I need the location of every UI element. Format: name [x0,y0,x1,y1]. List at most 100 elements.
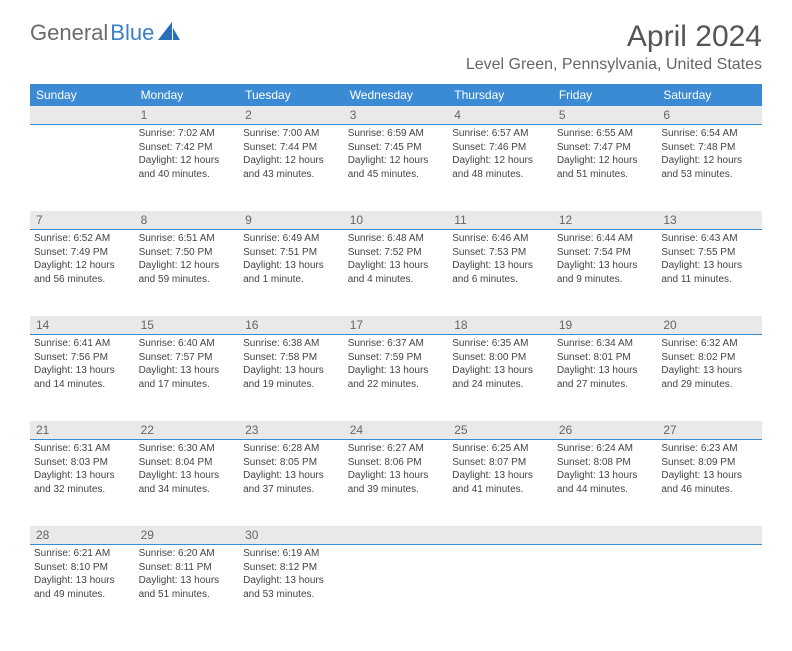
calendar-cell: Sunrise: 6:24 AMSunset: 8:08 PMDaylight:… [553,440,658,526]
sunset-text: Sunset: 8:03 PM [34,456,131,470]
calendar-cell: Sunrise: 6:31 AMSunset: 8:03 PMDaylight:… [30,440,135,526]
sunset-text: Sunset: 8:04 PM [139,456,236,470]
logo: GeneralBlue [30,20,180,46]
day-number: 22 [135,421,240,440]
day-details: Sunrise: 6:20 AMSunset: 8:11 PMDaylight:… [135,545,240,607]
week-content-row: Sunrise: 6:41 AMSunset: 7:56 PM Daylight:… [30,335,762,421]
sunset-text: Sunset: 8:07 PM [452,456,549,470]
sunset-text: Sunset: 7:56 PM [34,351,131,365]
sunset-text: Sunset: 8:12 PM [243,561,340,575]
daylight-text: Daylight: 13 hours and 29 minutes. [661,364,758,391]
day-number-row: 78910111213 [30,211,762,230]
daylight-text: Daylight: 13 hours and 53 minutes. [243,574,340,601]
sunrise-text: Sunrise: 6:41 AM [34,337,131,351]
day-details: Sunrise: 6:19 AMSunset: 8:12 PMDaylight:… [239,545,344,607]
daylight-text: Daylight: 13 hours and 27 minutes. [557,364,654,391]
sunset-text: Sunset: 7:44 PM [243,141,340,155]
calendar-cell: Sunrise: 6:21 AMSunset: 8:10 PMDaylight:… [30,545,135,631]
sunset-text: Sunset: 7:54 PM [557,246,654,260]
sunset-text: Sunset: 8:05 PM [243,456,340,470]
week-content-row: Sunrise: 6:21 AMSunset: 8:10 PMDaylight:… [30,545,762,631]
day-number-row: 14151617181920 [30,316,762,335]
day-details: Sunrise: 6:37 AMSunset: 7:59 PMDaylight:… [344,335,449,397]
day-details: Sunrise: 6:59 AMSunset: 7:45 PMDaylight:… [344,125,449,187]
daylight-text: Daylight: 13 hours and 4 minutes. [348,259,445,286]
day-number: 18 [448,316,553,335]
daylight-text: Daylight: 12 hours and 45 minutes. [348,154,445,181]
daylight-text: Daylight: 13 hours and 49 minutes. [34,574,131,601]
day-details: Sunrise: 6:34 AMSunset: 8:01 PMDaylight:… [553,335,658,397]
calendar-cell [30,125,135,211]
sunrise-text: Sunrise: 6:49 AM [243,232,340,246]
weekday-header: Wednesday [344,84,449,106]
day-details: Sunrise: 6:51 AMSunset: 7:50 PMDaylight:… [135,230,240,292]
day-number: 26 [553,421,658,440]
sunrise-text: Sunrise: 6:28 AM [243,442,340,456]
weekday-header: Thursday [448,84,553,106]
calendar-cell: Sunrise: 6:44 AMSunset: 7:54 PMDaylight:… [553,230,658,316]
calendar-cell: Sunrise: 6:40 AMSunset: 7:57 PMDaylight:… [135,335,240,421]
sunrise-text: Sunrise: 6:27 AM [348,442,445,456]
empty-day-number [30,106,135,125]
weekday-header-row: SundayMondayTuesdayWednesdayThursdayFrid… [30,84,762,106]
day-number: 14 [30,316,135,335]
calendar-cell: Sunrise: 6:27 AMSunset: 8:06 PMDaylight:… [344,440,449,526]
weekday-header: Sunday [30,84,135,106]
day-number: 6 [657,106,762,125]
daylight-text: Daylight: 12 hours and 40 minutes. [139,154,236,181]
empty-day-number [553,526,658,545]
day-number: 21 [30,421,135,440]
sunset-text: Sunset: 8:02 PM [661,351,758,365]
day-details: Sunrise: 6:30 AMSunset: 8:04 PMDaylight:… [135,440,240,502]
daylight-text: Daylight: 13 hours and 34 minutes. [139,469,236,496]
day-details: Sunrise: 6:38 AMSunset: 7:58 PMDaylight:… [239,335,344,397]
sunset-text: Sunset: 7:58 PM [243,351,340,365]
daylight-text: Daylight: 13 hours and 46 minutes. [661,469,758,496]
empty-day-number [344,526,449,545]
sunrise-text: Sunrise: 6:44 AM [557,232,654,246]
sunrise-text: Sunrise: 6:57 AM [452,127,549,141]
calendar-cell: Sunrise: 6:37 AMSunset: 7:59 PMDaylight:… [344,335,449,421]
day-number: 7 [30,211,135,230]
day-number-row: 282930 [30,526,762,545]
daylight-text: Daylight: 13 hours and 41 minutes. [452,469,549,496]
daylight-text: Daylight: 12 hours and 48 minutes. [452,154,549,181]
calendar-table: SundayMondayTuesdayWednesdayThursdayFrid… [30,84,762,631]
day-number: 30 [239,526,344,545]
daylight-text: Daylight: 13 hours and 44 minutes. [557,469,654,496]
logo-text-general: General [30,20,108,46]
calendar-cell: Sunrise: 6:48 AMSunset: 7:52 PMDaylight:… [344,230,449,316]
day-number: 16 [239,316,344,335]
sunset-text: Sunset: 7:52 PM [348,246,445,260]
month-title: April 2024 [466,20,762,54]
calendar-cell: Sunrise: 6:20 AMSunset: 8:11 PMDaylight:… [135,545,240,631]
sunrise-text: Sunrise: 6:24 AM [557,442,654,456]
sunset-text: Sunset: 7:46 PM [452,141,549,155]
daylight-text: Daylight: 12 hours and 43 minutes. [243,154,340,181]
calendar-cell [657,545,762,631]
sunrise-text: Sunrise: 6:34 AM [557,337,654,351]
daylight-text: Daylight: 13 hours and 24 minutes. [452,364,549,391]
day-details: Sunrise: 6:40 AMSunset: 7:57 PMDaylight:… [135,335,240,397]
day-number: 17 [344,316,449,335]
sunrise-text: Sunrise: 6:54 AM [661,127,758,141]
day-number: 8 [135,211,240,230]
sunset-text: Sunset: 7:55 PM [661,246,758,260]
day-number: 15 [135,316,240,335]
day-details: Sunrise: 6:31 AMSunset: 8:03 PMDaylight:… [30,440,135,502]
day-details: Sunrise: 6:24 AMSunset: 8:08 PMDaylight:… [553,440,658,502]
sunset-text: Sunset: 7:51 PM [243,246,340,260]
daylight-text: Daylight: 13 hours and 19 minutes. [243,364,340,391]
sunrise-text: Sunrise: 7:00 AM [243,127,340,141]
day-number: 5 [553,106,658,125]
weekday-header: Tuesday [239,84,344,106]
sunrise-text: Sunrise: 6:37 AM [348,337,445,351]
day-number: 12 [553,211,658,230]
day-number: 25 [448,421,553,440]
calendar-cell: Sunrise: 6:30 AMSunset: 8:04 PMDaylight:… [135,440,240,526]
daylight-text: Daylight: 12 hours and 59 minutes. [139,259,236,286]
empty-day-number [657,526,762,545]
calendar-cell: Sunrise: 6:19 AMSunset: 8:12 PMDaylight:… [239,545,344,631]
sunrise-text: Sunrise: 6:48 AM [348,232,445,246]
weekday-header: Saturday [657,84,762,106]
